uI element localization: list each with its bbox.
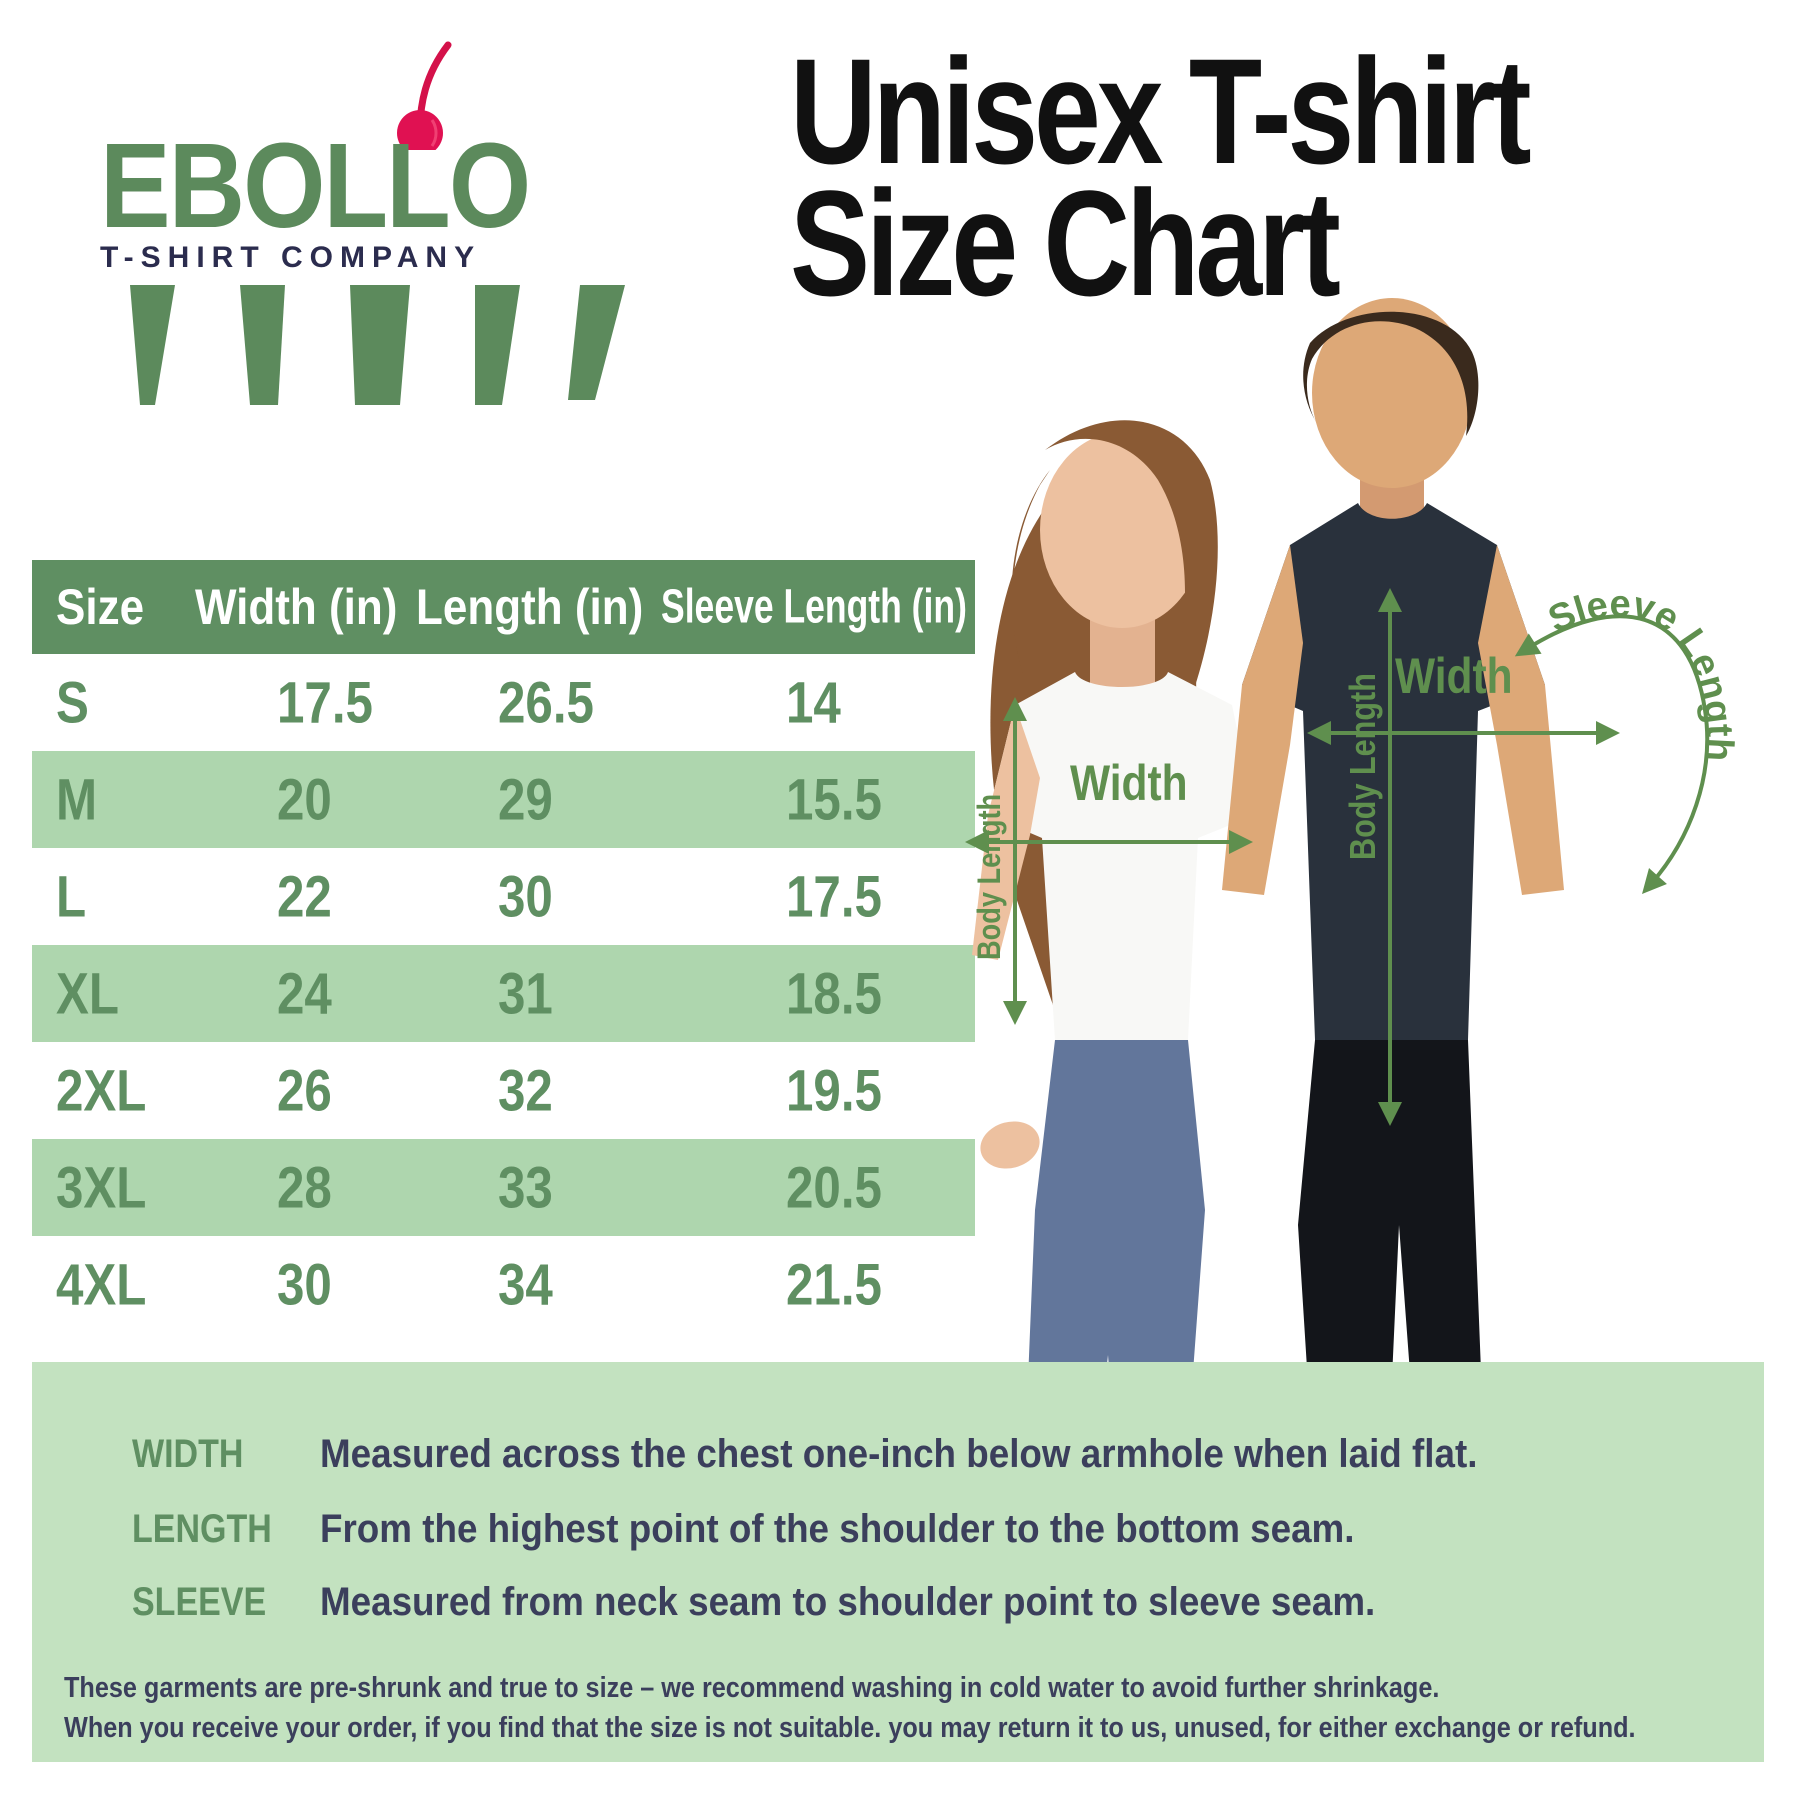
svg-text:Body Length: Body Length [972,794,1008,960]
svg-text:Width: Width [1395,648,1513,704]
svg-text:Body Length: Body Length [1344,673,1384,860]
svg-text:Width: Width [1070,755,1188,811]
svg-text:Sleeve Length: Sleeve Length [1543,583,1741,762]
